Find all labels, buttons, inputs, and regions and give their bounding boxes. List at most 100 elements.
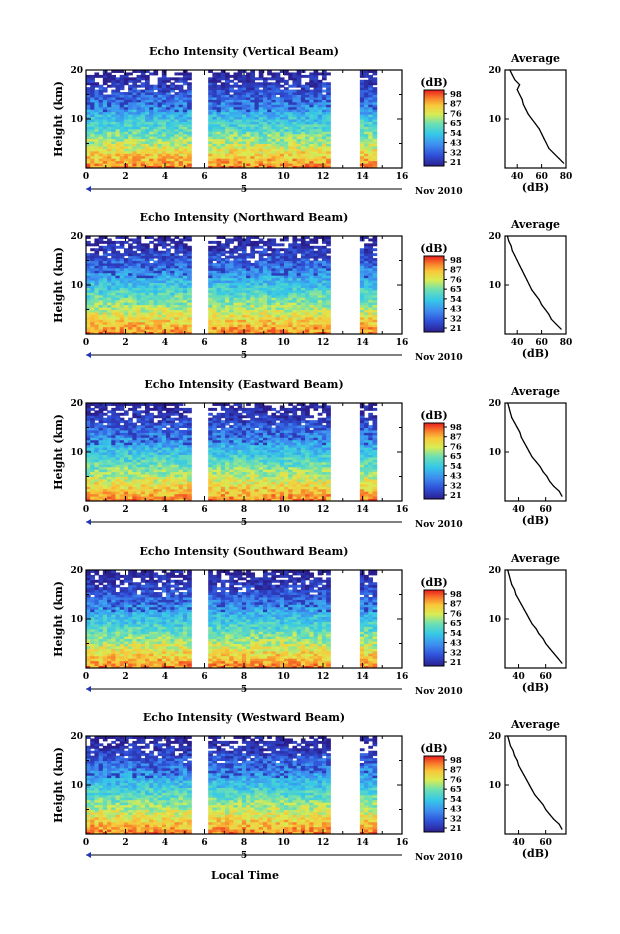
- profile-point: [541, 304, 542, 305]
- profile-point: [517, 89, 518, 90]
- heatmap-cell: [99, 75, 104, 78]
- heatmap-cell: [132, 77, 137, 80]
- heatmap-cell: [174, 85, 179, 88]
- heatmap-cell: [149, 241, 154, 244]
- heatmap-cell: [233, 72, 238, 75]
- heatmap-cell: [149, 72, 154, 75]
- heatmap-cell: [149, 263, 154, 266]
- heatmap-cell: [208, 241, 213, 244]
- heatmap-cell: [187, 246, 192, 249]
- panel-title: Echo Intensity (Vertical Beam): [149, 45, 339, 58]
- heatmap-cell: [208, 77, 213, 80]
- heatmap-cell: [99, 85, 104, 88]
- heatmap-cell: [233, 90, 238, 93]
- heatmap-cell: [322, 95, 327, 98]
- heatmap-cell: [86, 87, 91, 90]
- profile-point: [558, 158, 559, 159]
- y-tick-label: 10: [70, 281, 83, 291]
- heatmap-cell: [153, 243, 158, 246]
- heatmap-cell: [128, 408, 133, 411]
- heatmap-cell: [153, 261, 158, 264]
- heatmap-cell: [276, 97, 281, 100]
- heatmap-cell: [107, 85, 112, 88]
- heatmap-cell: [297, 258, 302, 261]
- profile-title: Average: [510, 218, 560, 231]
- colorbar-tick-label: 76: [450, 109, 462, 119]
- heatmap-cell: [259, 246, 264, 249]
- heatmap-cell: [124, 92, 129, 95]
- heatmap-cell: [271, 82, 276, 85]
- heatmap-cell: [124, 258, 129, 261]
- colorbar-tick-label: 43: [450, 139, 462, 149]
- colorbar-tick-label: 87: [450, 266, 462, 276]
- heatmap-cell: [263, 241, 268, 244]
- heatmap-cell: [221, 82, 226, 85]
- heatmap-cell: [229, 80, 234, 83]
- heatmap-cell: [120, 253, 125, 256]
- profile-frame: [505, 70, 566, 168]
- profile-point: [514, 255, 515, 256]
- heatmap-cell: [120, 418, 125, 421]
- heatmap-cell: [326, 256, 331, 259]
- heatmap-cell: [132, 251, 137, 254]
- profile-point: [556, 324, 557, 325]
- profile-line: [507, 236, 561, 329]
- heatmap-cell: [305, 241, 310, 244]
- profile-point: [522, 270, 523, 271]
- heatmap-cell: [373, 253, 378, 256]
- heatmap-cell: [103, 425, 108, 428]
- heatmap-cell: [132, 238, 137, 241]
- heatmap-cell: [174, 72, 179, 75]
- heatmap-cell: [314, 246, 319, 249]
- heatmap-cell: [145, 75, 150, 78]
- heatmap-cell: [297, 243, 302, 246]
- colorbar-tick-label: 54: [450, 295, 462, 305]
- x-tick-label: 10: [277, 172, 290, 182]
- colorbar-tick-label: 54: [450, 129, 462, 139]
- heatmap-cell: [103, 87, 108, 90]
- heatmap-cell: [90, 243, 95, 246]
- heatmap-cell: [263, 248, 268, 251]
- profile-point: [528, 114, 529, 115]
- heatmap-cell: [229, 238, 234, 241]
- heatmap-cell: [153, 92, 158, 95]
- colorbar-tick-label: 32: [450, 314, 462, 324]
- heatmap-cell: [137, 253, 142, 256]
- heatmap-cell: [250, 263, 255, 266]
- heatmap-cell: [179, 256, 184, 259]
- heatmap-cell: [153, 85, 158, 88]
- heatmap-cell: [94, 238, 99, 241]
- profile-point: [519, 265, 520, 266]
- heatmap-cell: [107, 238, 112, 241]
- x-tick-label: 16: [396, 338, 409, 348]
- heatmap-cell: [326, 82, 331, 85]
- heatmap-cell: [158, 77, 163, 80]
- heatmap-cell: [183, 243, 188, 246]
- profile-point: [519, 94, 520, 95]
- heatmap-cell: [309, 72, 314, 75]
- heatmap-cell: [368, 243, 373, 246]
- heatmap-cell: [326, 72, 331, 75]
- x-tick-label: 2: [122, 338, 128, 348]
- heatmap-cell: [170, 82, 175, 85]
- heatmap-cell: [162, 251, 167, 254]
- heatmap-cell: [368, 238, 373, 241]
- heatmap-cell: [115, 251, 120, 254]
- heatmap-cell: [111, 241, 116, 244]
- heatmap-cell: [170, 253, 175, 256]
- heatmap-cell: [174, 77, 179, 80]
- heatmap-cell: [225, 238, 230, 241]
- heatmap-cell: [107, 253, 112, 256]
- heatmap-cell: [292, 90, 297, 93]
- heatmap-cell: [373, 77, 378, 80]
- y-tick-label: 20: [70, 66, 83, 76]
- heatmap-cell: [288, 85, 293, 88]
- heatmap-cell: [280, 77, 285, 80]
- heatmap-cell: [225, 256, 230, 259]
- heatmap-cell: [115, 241, 120, 244]
- profile-point: [541, 133, 542, 134]
- heatmap-cell: [103, 95, 108, 98]
- heatmap-cell: [90, 248, 95, 251]
- profile-point: [525, 109, 526, 110]
